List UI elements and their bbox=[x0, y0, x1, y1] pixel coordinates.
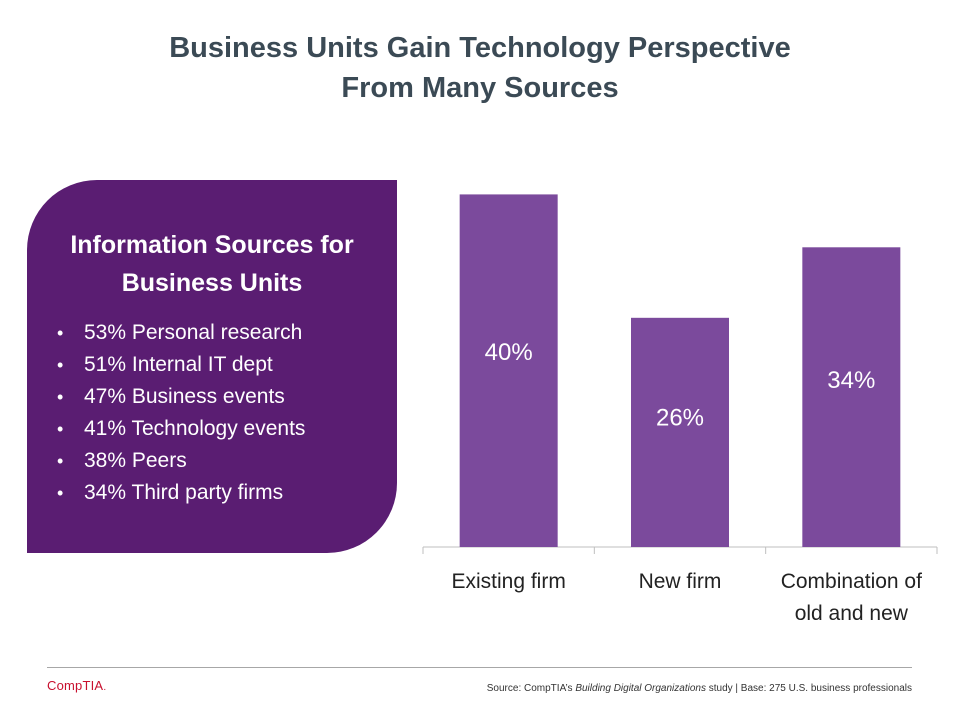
bar-value-label-1: 26% bbox=[656, 405, 704, 432]
bullet-icon: • bbox=[57, 419, 64, 439]
info-sources-list: • 53% Personal research • 51% Internal IT … bbox=[57, 317, 305, 509]
list-item: • 41% Technology events bbox=[57, 413, 305, 445]
list-item-text: 38% Peers bbox=[84, 449, 187, 472]
source-study: Building Digital Organizations bbox=[575, 683, 706, 694]
slide-title-line-1: Business Units Gain Technology Perspecti… bbox=[169, 32, 791, 64]
list-item: • 34% Third party firms bbox=[57, 477, 305, 509]
slide-title: Business Units Gain Technology Perspecti… bbox=[0, 28, 960, 108]
category-label-0: Existing firm bbox=[451, 570, 565, 593]
bar-1 bbox=[631, 317, 729, 547]
slide-title-line-2: From Many Sources bbox=[341, 72, 619, 104]
panel-heading-line-1: Information Sources for bbox=[70, 231, 354, 259]
list-item-text: 47% Business events bbox=[84, 385, 285, 408]
source-note: Source: CompTIA’s Building Digital Organ… bbox=[487, 683, 912, 694]
category-label-2: Combination of old and new bbox=[781, 570, 922, 625]
list-item: • 51% Internal IT dept bbox=[57, 349, 305, 381]
panel-heading: Information Sources for Business Units bbox=[27, 226, 397, 302]
panel-heading-line-2: Business Units bbox=[121, 269, 303, 297]
bar-0 bbox=[459, 194, 558, 547]
bullet-icon: • bbox=[57, 323, 64, 343]
bar-chart: 40% Existing firm 26% New firm 34% Combinatio… bbox=[422, 194, 938, 625]
footer-divider bbox=[47, 667, 912, 668]
list-item-text: 51% Internal IT dept bbox=[84, 353, 273, 376]
list-item: • 53% Personal research bbox=[57, 317, 305, 349]
source-prefix: Source: CompTIA’s bbox=[486, 683, 576, 694]
category-label-1: New firm bbox=[639, 570, 722, 593]
bar-value-label-2: 34% bbox=[827, 367, 875, 394]
list-item: • 38% Peers bbox=[57, 445, 305, 477]
bullet-icon: • bbox=[57, 355, 64, 375]
bullet-icon: • bbox=[57, 387, 64, 407]
list-item-text: 53% Personal research bbox=[84, 321, 303, 344]
bullet-icon: • bbox=[57, 451, 64, 471]
comptia-logo: CompTIA. bbox=[47, 678, 107, 693]
list-item-text: 34% Third party firms bbox=[84, 481, 284, 504]
bar-value-label-0: 40% bbox=[485, 339, 533, 366]
bullet-icon: • bbox=[57, 483, 64, 503]
bar-2 bbox=[802, 247, 901, 547]
info-sources-panel: Information Sources for Business Units •… bbox=[27, 180, 397, 553]
source-suffix: study | Base: 275 U.S. business professi… bbox=[705, 683, 912, 694]
list-item: • 47% Business events bbox=[57, 381, 305, 413]
list-item-text: 41% Technology events bbox=[84, 417, 306, 440]
